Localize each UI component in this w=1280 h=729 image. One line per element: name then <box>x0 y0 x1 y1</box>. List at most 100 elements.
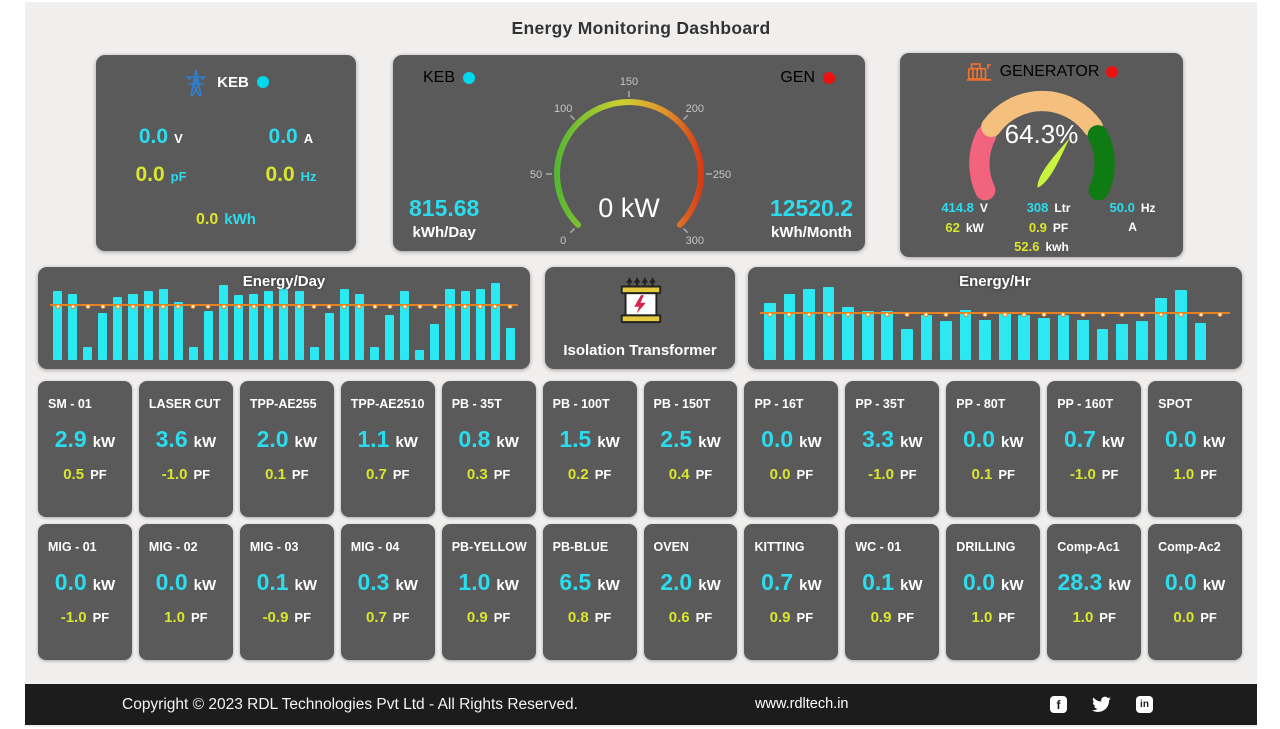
pf-unit: PF <box>695 467 713 482</box>
reading-value: 0.0 <box>135 163 165 186</box>
pf-unit: PF <box>998 610 1015 625</box>
bar <box>158 288 168 360</box>
machine-card-laser-cut: LASER CUT 3.6 kW -1.0 PF <box>138 381 233 517</box>
bar-slot <box>95 279 110 360</box>
reading-unit: PF <box>1052 221 1069 235</box>
line-point <box>417 303 423 309</box>
machine-kw-reading: 0.1 kW <box>845 569 939 596</box>
line-point <box>1178 312 1184 318</box>
machine-kw-reading: 3.6 kW <box>139 426 233 453</box>
bar <box>98 313 108 360</box>
machine-pf-reading: 0.7 PF <box>341 609 435 626</box>
pf-unit: PF <box>1101 467 1119 482</box>
energy-day-title: Energy/Day <box>242 273 326 290</box>
machine-kw-reading: 0.0 kW <box>1148 569 1242 596</box>
bar <box>920 315 933 360</box>
power-gauge-value: 0 kW <box>598 193 660 223</box>
kw-unit: kW <box>1001 577 1024 594</box>
bar <box>400 291 410 360</box>
machine-name: WC - 01 <box>855 540 902 554</box>
twitter-icon[interactable] <box>1092 695 1111 714</box>
generator-label: GENERATOR <box>999 62 1100 80</box>
kw-unit: kW <box>698 434 721 451</box>
reading-unit: A <box>303 131 314 146</box>
bar <box>53 291 63 360</box>
bar <box>940 321 952 360</box>
line-point <box>1217 312 1223 318</box>
kw-value: 2.0 <box>660 569 693 595</box>
energy-day-plot <box>50 279 518 360</box>
kw-unit: kW <box>900 434 923 451</box>
machine-kw-reading: 0.0 kW <box>38 569 132 596</box>
bar-slot <box>110 279 125 360</box>
bar <box>128 293 138 360</box>
pf-unit: PF <box>493 610 511 625</box>
generator-header: GENERATOR <box>900 61 1183 82</box>
pf-unit: PF <box>594 610 612 625</box>
svg-text:300: 300 <box>686 235 704 247</box>
pf-unit: PF <box>291 467 309 482</box>
line-point <box>826 312 832 318</box>
kwh-day-label: kWh/Day <box>412 224 476 241</box>
machine-kw-reading: 0.0 kW <box>946 426 1040 453</box>
kw-unit: kW <box>395 434 418 451</box>
pf-unit: PF <box>92 610 110 625</box>
machine-name: SPOT <box>1158 397 1193 411</box>
line-point <box>1158 312 1164 318</box>
pf-value: 0.7 <box>365 466 387 483</box>
reading-value: 0.0 <box>265 163 295 186</box>
line-point <box>326 303 332 309</box>
machine-card-tpp-ae255: TPP-AE255 2.0 kW 0.1 PF <box>239 381 334 517</box>
bar <box>188 347 198 360</box>
reading-value: 52.6 <box>1014 239 1040 254</box>
bar-slot <box>412 279 427 360</box>
machine-row-1: SM - 01 2.9 kW 0.5 PF LASER CUT 3.6 kW -1.0 PF TPP… <box>38 381 1243 517</box>
transformer-icon <box>611 273 669 330</box>
generator-readings-row2: 62 kW 0.9 PF A <box>923 220 1175 235</box>
svg-text:250: 250 <box>713 169 731 181</box>
line-point <box>266 303 272 309</box>
kwh-month-value: 12520.2 <box>769 195 853 221</box>
footer: Copyright © 2023 RDL Technologies Pvt Lt… <box>25 684 1257 725</box>
bar <box>324 313 334 360</box>
keb-reading-v: 0.0 V <box>139 125 183 149</box>
reading-value: 0.9 <box>1028 220 1047 235</box>
pf-value: 0.8 <box>567 609 589 626</box>
bar <box>979 319 992 360</box>
bar <box>900 329 913 360</box>
kw-value: 0.7 <box>761 569 794 595</box>
bar <box>249 293 259 360</box>
bar-slot <box>171 279 186 360</box>
linkedin-icon[interactable]: in <box>1136 696 1153 713</box>
bar <box>1135 321 1148 360</box>
power-gauge: 0 50 100 150 200 250 300 <box>479 69 779 252</box>
kw-unit: kW <box>395 577 418 594</box>
bar-slot <box>442 279 457 360</box>
bar <box>881 311 894 360</box>
kw-unit: kW <box>193 434 217 451</box>
bar-slot <box>141 279 156 360</box>
line-point <box>982 312 988 318</box>
line-point <box>943 312 949 318</box>
bar <box>173 301 183 360</box>
line-point <box>190 303 196 309</box>
pf-value: -1.0 <box>868 466 894 483</box>
bar <box>763 303 776 360</box>
line-point <box>1119 312 1125 318</box>
kw-unit: kW <box>496 434 519 451</box>
generator-reading-v: 414.8 V <box>923 200 1007 215</box>
pf-unit: PF <box>796 467 814 482</box>
machine-pf-reading: -1.0 PF <box>1047 466 1141 483</box>
bar <box>1194 322 1207 360</box>
kw-unit: kW <box>1001 434 1024 451</box>
website-link[interactable]: www.rdltech.in <box>755 696 849 712</box>
kw-value: 2.0 <box>256 426 289 452</box>
machine-card-kitting: KITTING 0.7 kW 0.9 PF <box>744 524 839 660</box>
pf-value: -0.9 <box>262 609 289 626</box>
bar <box>505 327 515 360</box>
generator-reading-hz: 50.0 Hz <box>1091 200 1175 215</box>
facebook-icon[interactable]: f <box>1050 696 1067 713</box>
line-point <box>85 303 91 309</box>
machine-card-sm-01: SM - 01 2.9 kW 0.5 PF <box>38 381 132 517</box>
machine-card-spot: SPOT 0.0 kW 1.0 PF <box>1148 381 1243 517</box>
